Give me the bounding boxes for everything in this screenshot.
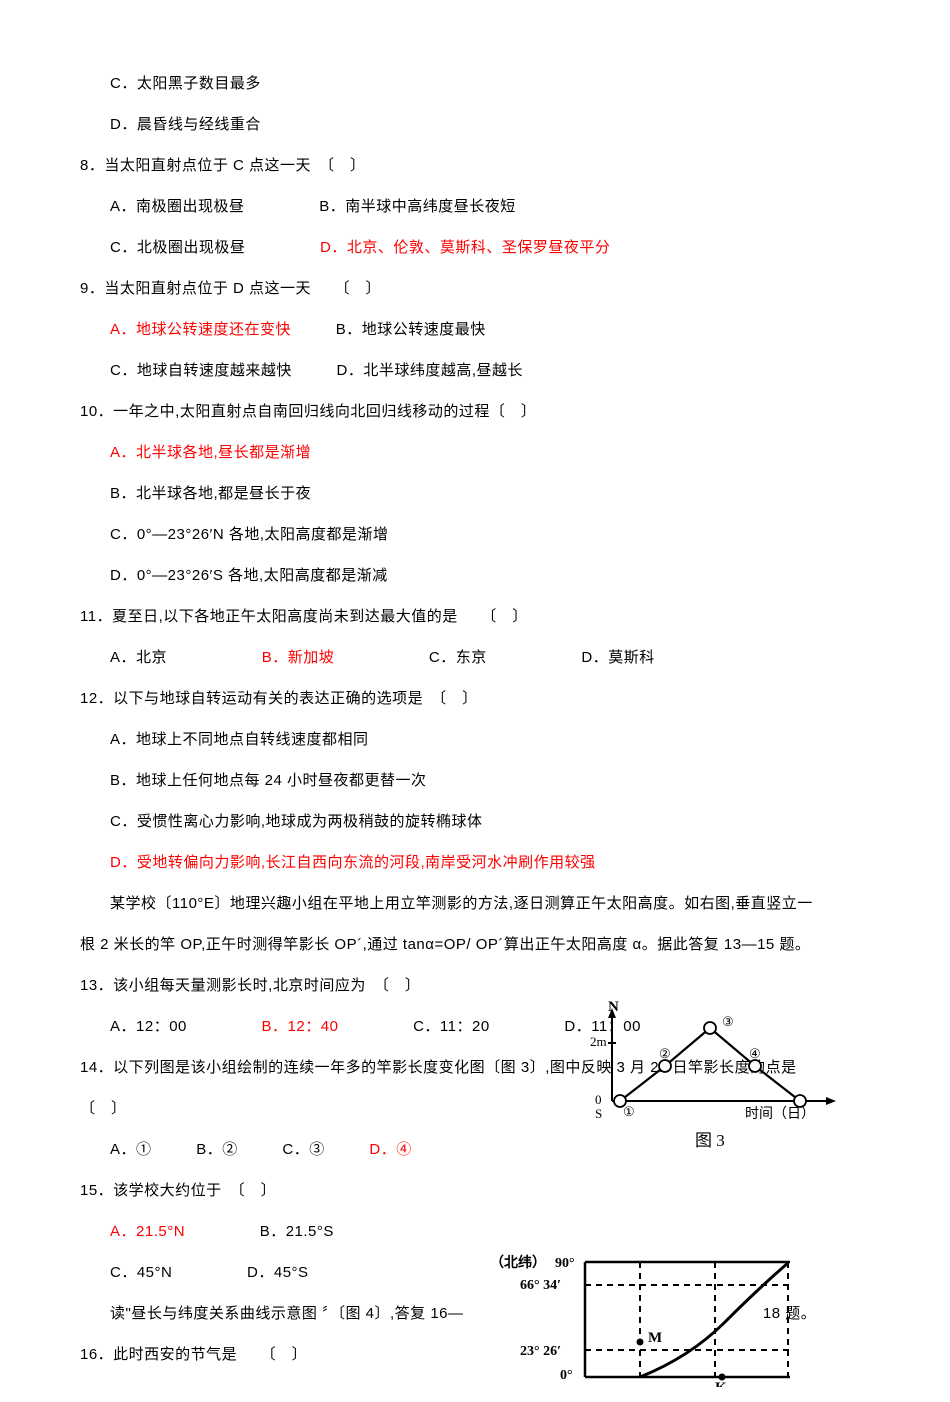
q9-option-a-answer: A．地球公转速度还在变快 [110,316,291,343]
fig4-ylabel: （北纬） [490,1254,546,1271]
fig3-point-2: ② [659,1046,671,1061]
q8-option-c: C．北极圈出现极昼 [110,234,245,261]
q11-option-a: A．北京 [110,644,167,671]
fig4-point-k: K [715,1380,727,1387]
fig3-caption: 图 3 [695,1131,725,1150]
q10-stem: 10．一年之中,太阳直射点自南回归线向北回归线移动的过程〔 〕 [80,403,536,420]
q9-option-d: D．北半球纬度越高,昼越长 [337,357,524,384]
q9-option-c: C．地球自转速度越来越快 [110,357,292,384]
q14-option-d-answer: D．④ [369,1136,411,1163]
fig3-x-label: 时间（日） [745,1106,815,1122]
q15-option-a-answer: A．21.5°N [110,1218,185,1245]
q7-option-c: C．太阳黑子数目最多 [110,75,261,92]
q15-option-b: B．21.5°S [260,1218,334,1245]
figure-4: （北纬） 90° 66° 34′ 23° 26′ 0° M K [490,1247,780,1392]
fig3-zero-label: 0 [595,1092,602,1107]
q9-stem: 9．当太阳直射点位于 D 点这一天 〔 〕 [80,280,381,297]
q9-option-b: B．地球公转速度最快 [336,316,486,343]
q8-stem: 8．当太阳直射点位于 C 点这一天 〔 〕 [80,157,366,174]
fig3-point-3: ③ [722,1014,734,1029]
q10-option-b: B．北半球各地,都是昼长于夜 [110,485,311,502]
q13-option-c: C．11：20 [413,1013,490,1040]
q7-option-d: D．晨昏线与经线重合 [110,116,261,133]
figure-3: N 2m 0 S ① ② ③ ④ 时间（日） 图 3 [590,996,850,1161]
q10-option-c: C．0°—23°26′N 各地,太阳高度都是渐增 [110,526,389,543]
q12-option-c: C．受惯性离心力影响,地球成为两极稍鼓的旋转椭球体 [110,813,483,830]
q10-option-d: D．0°—23°26′S 各地,太阳高度都是渐减 [110,567,388,584]
q11-stem: 11．夏至日,以下各地正午太阳高度尚未到达最大值的是 〔 〕 [80,608,528,625]
q11-option-c: C．东京 [429,644,487,671]
passage1-p1: 某学校〔110°E〕地理兴趣小组在平地上用立竿测影的方法,逐日测算正午太阳高度。… [110,895,813,912]
q15-option-d: D．45°S [247,1259,309,1286]
q14-option-b: B．② [196,1136,238,1163]
q12-option-d-answer: D．受地转偏向力影响,长江自西向东流的河段,南岸受河水冲刷作用较强 [110,854,596,871]
q13-option-a: A．12：00 [110,1013,187,1040]
q12-option-a: A．地球上不同地点自转线速度都相同 [110,731,369,748]
q12-stem: 12．以下与地球自转运动有关的表达正确的选项是 〔 〕 [80,690,478,707]
passage1-p2: 根 2 米长的竿 OP,正午时测得竿影长 OP´,通过 tanα=OP/ OP´… [80,936,810,953]
q11-option-d: D．莫斯科 [581,644,654,671]
passage2-text: 读"昼长与纬度关系曲线示意图 〞〔图 4〕,答复 16— [110,1305,464,1322]
q15-stem: 15．该学校大约位于 〔 〕 [80,1182,276,1199]
fig4-tick-66: 66° 34′ [520,1278,561,1293]
q8-option-b: B．南半球中高纬度昼长夜短 [319,193,516,220]
q8-option-a: A．南极圈出现极昼 [110,193,245,220]
q14-option-a: A．① [110,1136,152,1163]
fig3-point-1: ① [623,1104,635,1119]
fig3-point-4: ④ [749,1046,761,1061]
fig3-s-label: S [595,1106,602,1121]
q12-option-b: B．地球上任何地点每 24 小时昼夜都更替一次 [110,772,427,789]
q14-option-c: C．③ [282,1136,324,1163]
q10-option-a-answer: A．北半球各地,昼长都是渐增 [110,444,311,461]
q16-stem: 16．此时西安的节气是 〔 〕 [80,1346,307,1363]
fig4-tick-0: 0° [560,1368,573,1383]
q14-bracket: 〔 〕 [80,1100,127,1117]
q15-option-c: C．45°N [110,1259,172,1286]
q13-option-b-answer: B．12：40 [262,1013,339,1040]
q13-stem: 13．该小组每天量测影长时,北京时间应为 〔 〕 [80,977,420,994]
q8-option-d-answer: D．北京、伦敦、莫斯科、圣保罗昼夜平分 [320,234,610,261]
q11-option-b-answer: B．新加坡 [262,644,335,671]
fig4-tick-23: 23° 26′ [520,1344,561,1359]
fig3-2m-label: 2m [590,1034,607,1049]
fig4-tick-90: 90° [555,1256,575,1271]
